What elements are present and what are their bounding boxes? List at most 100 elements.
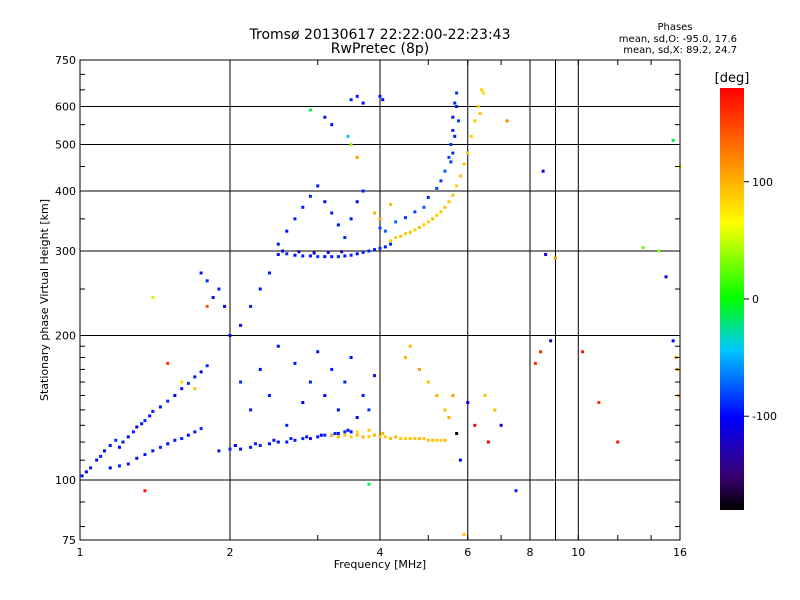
data-point <box>473 119 477 123</box>
data-point <box>378 217 382 221</box>
data-point <box>285 440 289 444</box>
data-point <box>378 94 382 98</box>
data-point <box>349 435 353 439</box>
data-point <box>544 253 548 257</box>
data-point <box>361 394 365 398</box>
data-point <box>443 408 447 412</box>
data-point <box>158 405 162 409</box>
data-point <box>343 254 347 258</box>
data-points <box>80 88 682 537</box>
data-point <box>435 438 439 442</box>
data-point <box>664 275 668 279</box>
data-point <box>135 425 139 429</box>
data-point <box>233 444 237 448</box>
data-point <box>481 91 485 95</box>
data-point <box>413 228 417 232</box>
data-point <box>108 466 112 470</box>
data-point <box>403 355 407 359</box>
data-point <box>443 438 447 442</box>
data-point <box>158 445 162 449</box>
grid-lines <box>80 60 680 540</box>
data-point <box>289 437 293 441</box>
data-point <box>99 454 103 458</box>
data-point <box>373 433 377 437</box>
data-point <box>143 419 147 423</box>
data-point <box>447 415 451 419</box>
data-point <box>458 458 462 462</box>
data-point <box>211 296 215 300</box>
data-point <box>258 444 262 448</box>
data-point <box>553 256 557 260</box>
data-point <box>131 430 135 434</box>
data-point <box>422 205 426 209</box>
data-point <box>281 249 285 253</box>
data-point <box>514 489 518 493</box>
x-tick-label: 16 <box>673 546 687 559</box>
colorbar-ticks: 100 0 -100 <box>744 176 777 423</box>
y-tick-label: 500 <box>55 139 76 152</box>
data-point <box>217 449 221 453</box>
data-point <box>140 422 144 426</box>
data-point <box>431 217 435 221</box>
data-point <box>343 433 347 437</box>
data-point <box>276 253 280 257</box>
data-point <box>451 151 455 155</box>
y-tick-label: 400 <box>55 185 76 198</box>
data-point <box>228 447 232 451</box>
data-point <box>217 287 221 291</box>
data-point <box>258 287 262 291</box>
data-point <box>394 220 398 224</box>
colorbar-tick-label: 0 <box>752 293 759 306</box>
data-point <box>336 435 340 439</box>
data-point <box>249 304 253 308</box>
data-point <box>114 438 118 442</box>
data-point <box>431 438 435 442</box>
data-point <box>249 445 253 449</box>
data-point <box>381 432 385 436</box>
data-point <box>389 239 393 243</box>
data-point <box>267 442 271 446</box>
data-point <box>143 453 147 457</box>
data-point <box>493 408 497 412</box>
y-tick-label: 600 <box>55 101 76 114</box>
data-point <box>443 169 447 173</box>
data-point <box>455 91 459 95</box>
data-point <box>253 442 257 446</box>
data-point <box>173 438 177 442</box>
data-point <box>455 105 459 109</box>
data-point <box>367 435 371 439</box>
data-point <box>486 440 490 444</box>
data-point <box>449 160 453 164</box>
data-point <box>476 105 480 109</box>
data-point <box>422 437 426 441</box>
chart-title: Tromsø 20130617 22:22:00-22:23:43 <box>249 27 511 43</box>
data-point <box>616 440 620 444</box>
data-point <box>417 437 421 441</box>
data-point <box>336 408 340 412</box>
data-point <box>422 223 426 227</box>
colorbar-tick-label: -100 <box>752 410 777 423</box>
data-point <box>323 200 327 204</box>
data-point <box>539 350 543 354</box>
data-point <box>308 437 312 441</box>
data-point <box>671 339 675 343</box>
x-tick-label: 8 <box>527 546 534 559</box>
data-point <box>316 350 320 354</box>
data-point <box>126 435 130 439</box>
data-point <box>671 138 675 142</box>
data-point <box>466 151 470 155</box>
data-point <box>199 271 203 275</box>
data-point <box>239 447 243 451</box>
data-point <box>597 401 601 405</box>
data-point <box>336 255 340 259</box>
colorbar-label: [deg] <box>715 71 750 86</box>
data-point <box>239 380 243 384</box>
data-point <box>199 370 203 374</box>
data-point <box>117 445 121 449</box>
data-point <box>349 430 353 434</box>
data-point <box>103 449 107 453</box>
data-point <box>480 88 484 92</box>
data-point <box>166 442 170 446</box>
data-point <box>333 432 337 436</box>
